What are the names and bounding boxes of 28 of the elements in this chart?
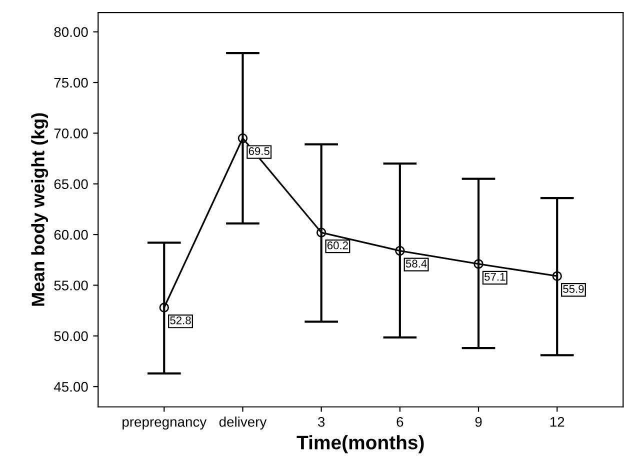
- x-tick-label: 6: [396, 416, 404, 427]
- y-tick-label: 45.00: [54, 382, 88, 392]
- data-label: 58.4: [406, 260, 427, 268]
- x-tick-label: 12: [550, 416, 564, 427]
- x-tick-label: delivery: [219, 416, 267, 430]
- data-label: 57.1: [484, 272, 506, 281]
- x-tick-label: 3: [318, 416, 325, 427]
- y-tick-label: 80.00: [54, 27, 88, 37]
- data-label: 55.9: [563, 285, 584, 293]
- y-tick-label: 75.00: [54, 78, 88, 88]
- data-label: 60.2: [327, 241, 348, 250]
- x-tick-label: prepregnancy: [122, 419, 207, 430]
- point: [474, 259, 484, 269]
- y-tick-label: 70.00: [54, 128, 88, 138]
- data-label: 69.5: [248, 147, 270, 156]
- point: [316, 228, 326, 238]
- x-tick-label: 9: [475, 416, 482, 427]
- y-tick-label: 50.00: [54, 331, 88, 342]
- point: [552, 271, 562, 281]
- y-tick-label: 55.00: [54, 280, 88, 290]
- point: [395, 246, 405, 256]
- point: [159, 302, 170, 312]
- data-label: 52.8: [170, 316, 191, 324]
- point: [238, 133, 248, 144]
- x-axis-title: Time(months): [296, 435, 424, 454]
- y-tick-label: 60.00: [54, 230, 88, 240]
- y-tick-label: 65.00: [54, 179, 88, 190]
- y-axis-title: Mean body weight (kg): [31, 113, 48, 306]
